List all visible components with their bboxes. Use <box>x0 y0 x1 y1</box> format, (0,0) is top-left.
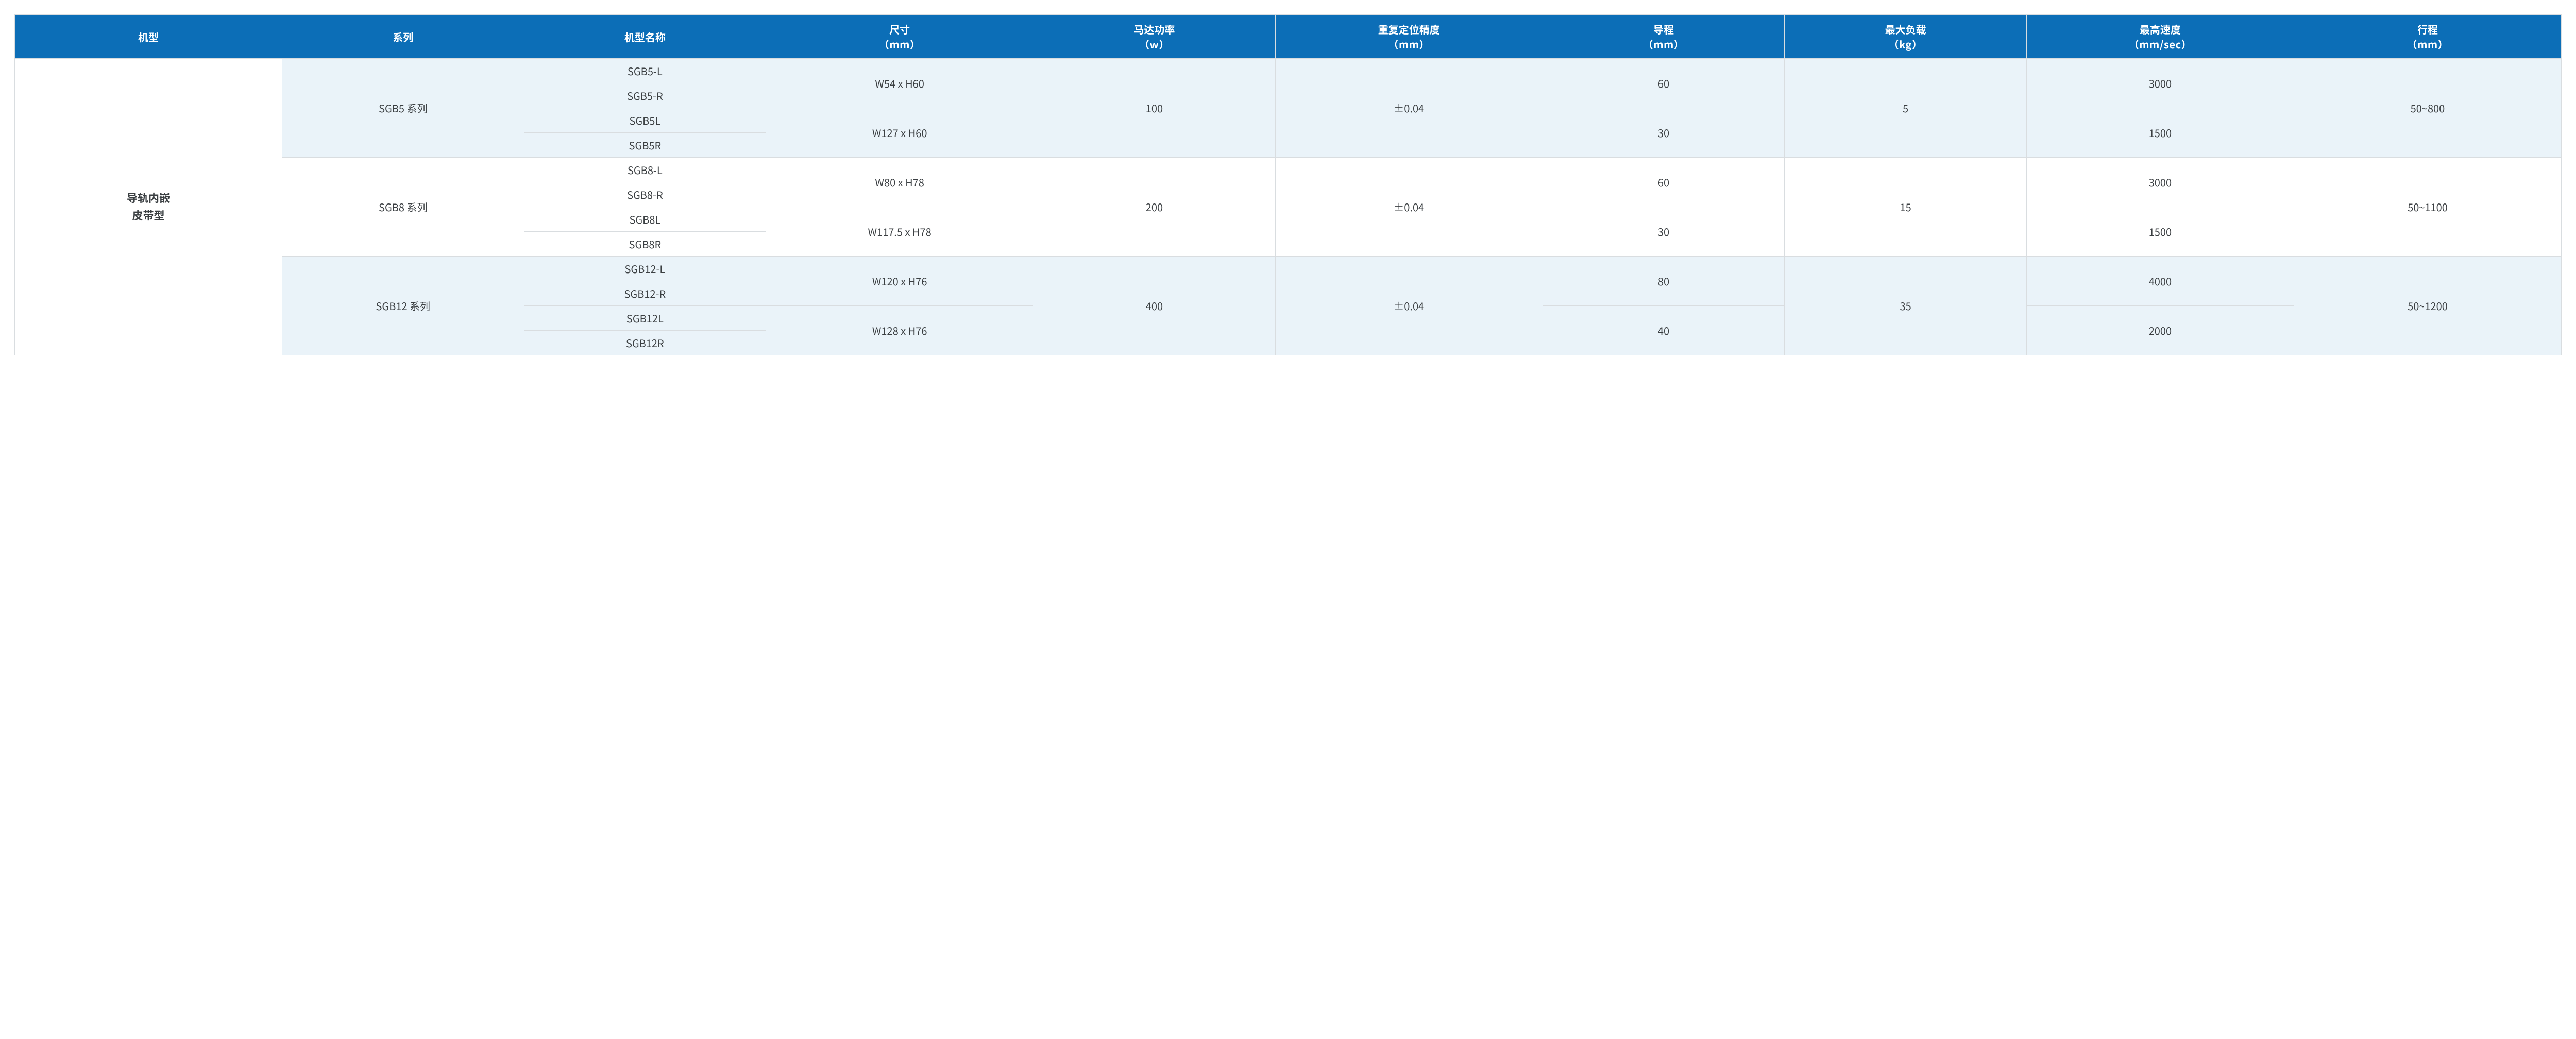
col-dim-label: 尺寸 <box>889 22 910 37</box>
model-cell: SGB12-L <box>524 257 766 281</box>
col-type: 机型 <box>15 15 282 59</box>
col-speed: 最高速度（mm/sec） <box>2026 15 2294 59</box>
type-group-line1: 导轨内嵌 <box>127 190 170 206</box>
lead-cell: 40 <box>1543 306 1785 355</box>
model-cell: SGB12L <box>524 306 766 331</box>
load-cell: 35 <box>1785 257 2027 355</box>
type-group-cell: 导轨内嵌 皮带型 <box>15 59 282 355</box>
dim-cell: W127 x H60 <box>766 108 1033 158</box>
col-power: 马达功率（w） <box>1033 15 1276 59</box>
lead-cell: 30 <box>1543 108 1785 158</box>
power-cell: 400 <box>1033 257 1276 355</box>
table-row: SGB8 系列 SGB8-L W80 x H78 200 ±0.04 60 15… <box>15 158 2562 182</box>
stroke-cell: 50~1200 <box>2294 257 2561 355</box>
header-row: 机型 系列 机型名称 尺寸（mm） 马达功率（w） 重复定位精度（mm） 导程（… <box>15 15 2562 59</box>
speed-cell: 1500 <box>2026 207 2294 257</box>
table-header: 机型 系列 机型名称 尺寸（mm） 马达功率（w） 重复定位精度（mm） 导程（… <box>15 15 2562 59</box>
lead-cell: 60 <box>1543 158 1785 207</box>
accuracy-cell: ±0.04 <box>1275 59 1543 158</box>
dim-cell: W128 x H76 <box>766 306 1033 355</box>
speed-cell: 4000 <box>2026 257 2294 306</box>
col-speed-label: 最高速度 <box>2140 22 2181 37</box>
series-cell-sgb12: SGB12 系列 <box>282 257 524 355</box>
model-cell: SGB5L <box>524 108 766 133</box>
col-dim: 尺寸（mm） <box>766 15 1033 59</box>
col-power-unit: （w） <box>1038 37 1271 51</box>
col-accuracy: 重复定位精度（mm） <box>1275 15 1543 59</box>
series-cell-sgb8: SGB8 系列 <box>282 158 524 257</box>
col-power-label: 马达功率 <box>1133 22 1175 37</box>
speed-cell: 1500 <box>2026 108 2294 158</box>
col-stroke: 行程（mm） <box>2294 15 2561 59</box>
col-lead-label: 导程 <box>1653 22 1674 37</box>
lead-cell: 80 <box>1543 257 1785 306</box>
accuracy-cell: ±0.04 <box>1275 158 1543 257</box>
stroke-cell: 50~800 <box>2294 59 2561 158</box>
accuracy-cell: ±0.04 <box>1275 257 1543 355</box>
dim-cell: W117.5 x H78 <box>766 207 1033 257</box>
model-cell: SGB12R <box>524 331 766 355</box>
lead-cell: 30 <box>1543 207 1785 257</box>
col-model: 机型名称 <box>524 15 766 59</box>
table-row: SGB12 系列 SGB12-L W120 x H76 400 ±0.04 80… <box>15 257 2562 281</box>
model-cell: SGB8-R <box>524 182 766 207</box>
col-series: 系列 <box>282 15 524 59</box>
load-cell: 5 <box>1785 59 2027 158</box>
power-cell: 100 <box>1033 59 1276 158</box>
dim-cell: W120 x H76 <box>766 257 1033 306</box>
type-group-line2: 皮带型 <box>132 208 165 223</box>
col-lead: 导程（mm） <box>1543 15 1785 59</box>
col-load-label: 最大负载 <box>1885 22 1926 37</box>
model-cell: SGB5R <box>524 133 766 158</box>
speed-cell: 2000 <box>2026 306 2294 355</box>
power-cell: 200 <box>1033 158 1276 257</box>
col-accuracy-label: 重复定位精度 <box>1378 22 1440 37</box>
model-cell: SGB8R <box>524 232 766 257</box>
col-type-label: 机型 <box>138 29 159 44</box>
load-cell: 15 <box>1785 158 2027 257</box>
model-cell: SGB5-R <box>524 83 766 108</box>
stroke-cell: 50~1100 <box>2294 158 2561 257</box>
col-stroke-unit: （mm） <box>2298 37 2557 51</box>
col-dim-unit: （mm） <box>770 37 1029 51</box>
col-load: 最大负载（kg） <box>1785 15 2027 59</box>
table-row: 导轨内嵌 皮带型 SGB5 系列 SGB5-L W54 x H60 100 ±0… <box>15 59 2562 83</box>
model-cell: SGB12-R <box>524 281 766 306</box>
col-series-label: 系列 <box>393 29 413 44</box>
series-cell-sgb5: SGB5 系列 <box>282 59 524 158</box>
model-cell: SGB8L <box>524 207 766 232</box>
col-stroke-label: 行程 <box>2417 22 2438 37</box>
dim-cell: W54 x H60 <box>766 59 1033 108</box>
col-accuracy-unit: （mm） <box>1280 37 1538 51</box>
col-model-label: 机型名称 <box>624 29 666 44</box>
col-speed-unit: （mm/sec） <box>2031 37 2290 51</box>
model-cell: SGB8-L <box>524 158 766 182</box>
speed-cell: 3000 <box>2026 158 2294 207</box>
table-body: 导轨内嵌 皮带型 SGB5 系列 SGB5-L W54 x H60 100 ±0… <box>15 59 2562 355</box>
model-cell: SGB5-L <box>524 59 766 83</box>
speed-cell: 3000 <box>2026 59 2294 108</box>
col-lead-unit: （mm） <box>1547 37 1781 51</box>
col-load-unit: （kg） <box>1789 37 2022 51</box>
lead-cell: 60 <box>1543 59 1785 108</box>
spec-table: 机型 系列 机型名称 尺寸（mm） 马达功率（w） 重复定位精度（mm） 导程（… <box>14 14 2562 355</box>
dim-cell: W80 x H78 <box>766 158 1033 207</box>
